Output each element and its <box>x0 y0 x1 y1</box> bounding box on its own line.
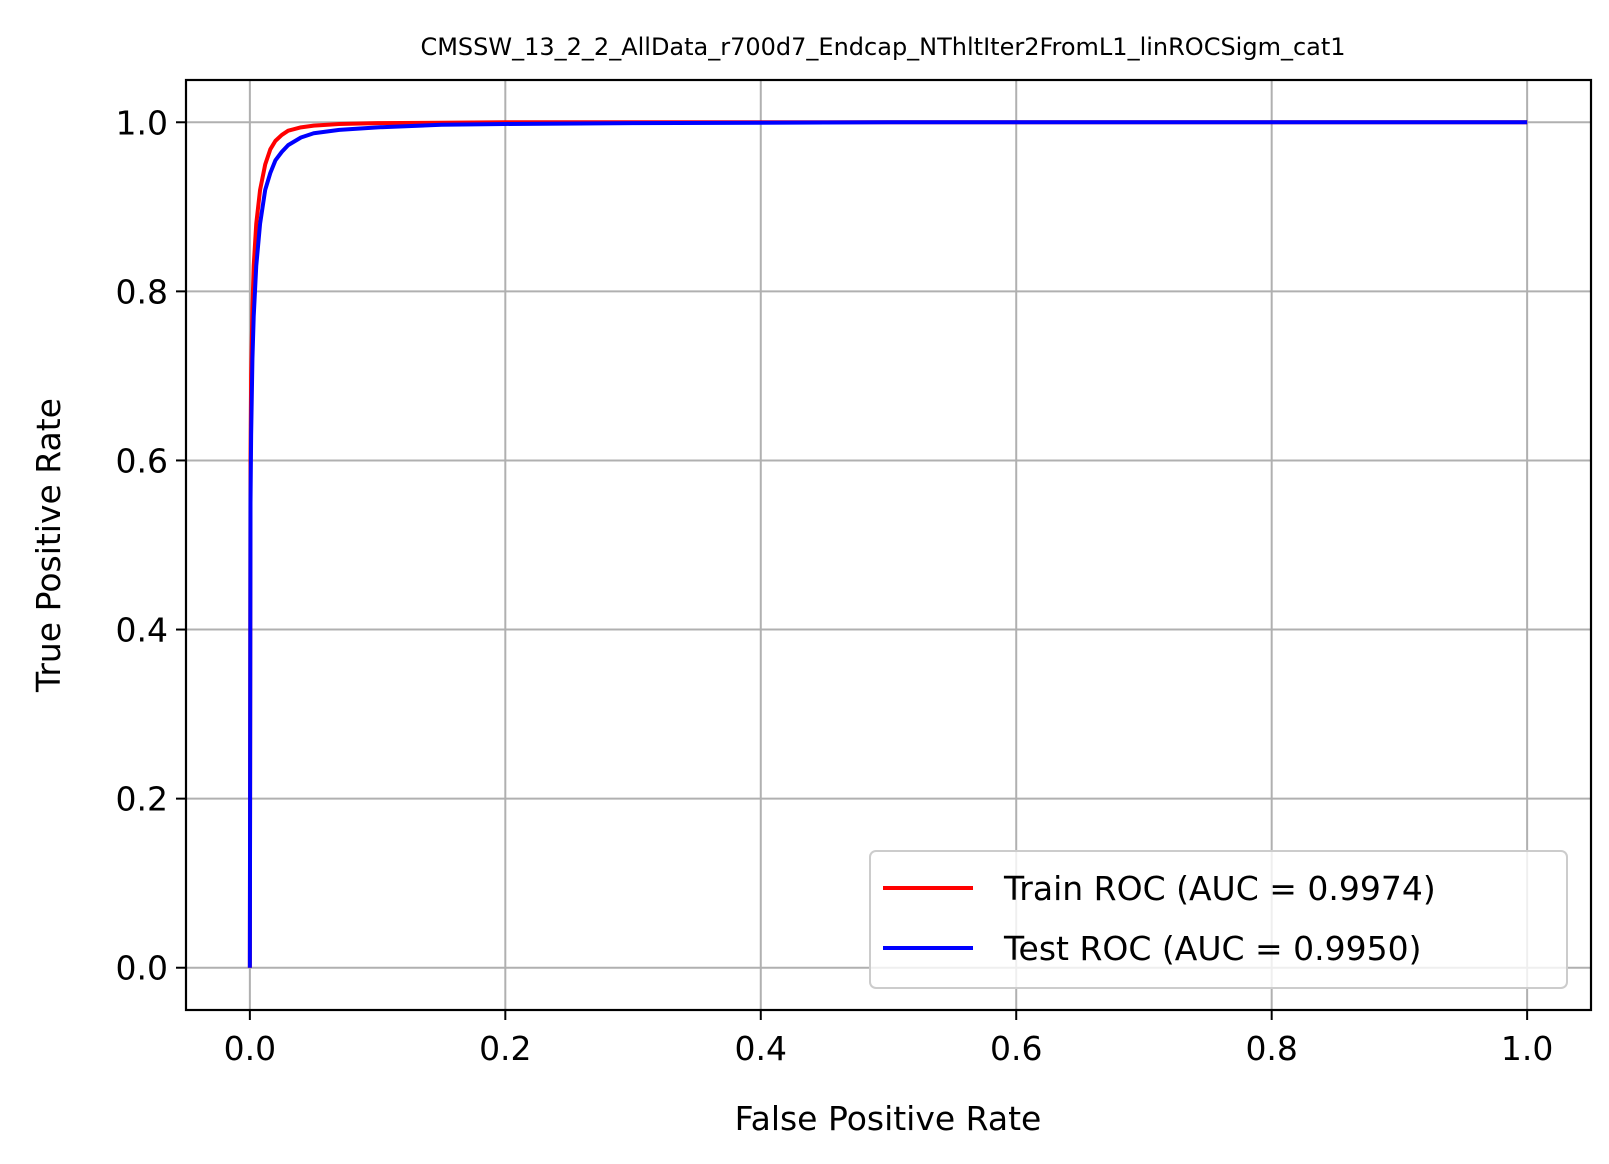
train-roc-line <box>247 120 1528 968</box>
series-lines <box>247 120 1528 968</box>
chart-title: CMSSW_13_2_2_AllData_r700d7_Endcap_NThlt… <box>420 33 1345 61</box>
test-roc-line <box>247 120 1528 968</box>
y-axis-label: True Positive Rate <box>29 398 68 693</box>
x-axis-label: False Positive Rate <box>735 1099 1042 1138</box>
legend-label-train: Train ROC (AUC = 0.9974) <box>1003 869 1436 908</box>
y-tick-label: 0.6 <box>116 441 168 480</box>
y-tick-label: 0.4 <box>116 611 168 650</box>
legend-label-test: Test ROC (AUC = 0.9950) <box>1003 929 1422 968</box>
x-tick-label: 0.8 <box>1245 1029 1297 1068</box>
x-tick-label: 0.0 <box>224 1029 276 1068</box>
y-tick-label: 1.0 <box>116 103 168 142</box>
x-tick-label: 0.4 <box>735 1029 787 1068</box>
y-tick-label: 0.8 <box>116 272 168 311</box>
y-tick-label: 0.0 <box>116 949 168 988</box>
x-tick-label: 0.6 <box>990 1029 1042 1068</box>
legend-box <box>869 850 1568 989</box>
axis-ticks: 0.0 0.2 0.4 0.6 0.8 1.0 0.0 0.2 0.4 0.6 0.8 1.0 <box>116 103 1554 1068</box>
legend: Train ROC (AUC = 0.9974) Test ROC (AUC =… <box>869 850 1568 989</box>
y-tick-label: 0.2 <box>116 780 168 819</box>
plot-frame <box>184 78 1593 1012</box>
x-tick-label: 0.2 <box>479 1029 531 1068</box>
x-tick-label: 1.0 <box>1501 1029 1553 1068</box>
